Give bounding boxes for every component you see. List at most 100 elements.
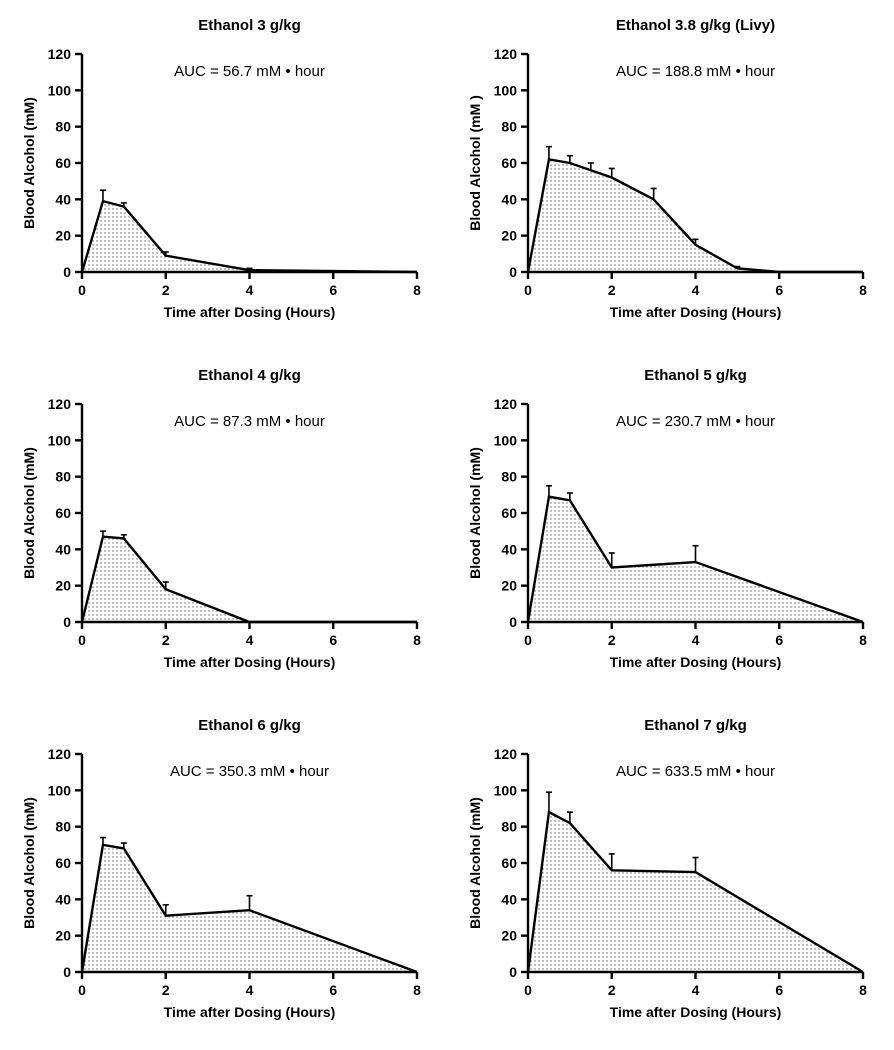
x-tick-label: 2 — [162, 282, 170, 298]
chart-panel: Ethanol 3 g/kgAUC = 56.7 mM • hour020406… — [12, 12, 432, 332]
y-tick-label: 40 — [55, 891, 71, 907]
y-tick-label: 0 — [63, 614, 71, 630]
panel-title: Ethanol 7 g/kg — [644, 717, 747, 734]
x-tick-label: 6 — [329, 632, 337, 648]
x-tick-label: 6 — [775, 632, 783, 648]
x-tick-label: 2 — [608, 982, 616, 998]
panel-title: Ethanol 6 g/kg — [198, 717, 301, 734]
chart-panel: Ethanol 5 g/kgAUC = 230.7 mM • hour02040… — [458, 362, 878, 682]
chart-grid: Ethanol 3 g/kgAUC = 56.7 mM • hour020406… — [12, 12, 882, 1032]
panel-container: Ethanol 7 g/kgAUC = 633.5 mM • hour02040… — [458, 712, 882, 1032]
x-tick-label: 8 — [859, 282, 867, 298]
y-tick-label: 0 — [63, 264, 71, 280]
y-axis-label: Blood Alcohol (mM) — [467, 797, 483, 929]
panel-title: Ethanol 3 g/kg — [198, 17, 301, 34]
panel-container: Ethanol 6 g/kg AUC = 350.3 mM • hour 0 20 40… — [12, 712, 436, 1032]
y-tick-label: 100 — [48, 82, 72, 98]
y-axis-label: Blood Alcohol (mM) — [21, 97, 37, 229]
y-tick-label: 100 — [494, 82, 518, 98]
x-axis-label: Time after Dosing (Hours) — [164, 304, 336, 320]
panel-container: Ethanol 3 g/kgAUC = 56.7 mM • hour020406… — [12, 12, 436, 332]
panel-title: Ethanol 4 g/kg — [198, 367, 301, 384]
y-axis-label: Blood Alcohol (mM ) — [467, 95, 483, 231]
panel-title: Ethanol 5 g/kg — [644, 367, 747, 384]
x-tick-label: 0 — [78, 282, 86, 298]
y-tick-label: 120 — [494, 46, 518, 62]
area-fill — [528, 812, 863, 972]
y-tick-label: 60 — [55, 855, 71, 871]
y-tick-label: 60 — [55, 155, 71, 171]
area-fill — [528, 159, 863, 272]
y-tick-label: 120 — [494, 396, 518, 412]
y-tick-label: 60 — [501, 155, 517, 171]
y-tick-label: 40 — [501, 541, 517, 557]
x-tick-label: 0 — [524, 632, 532, 648]
x-tick-label: 2 — [162, 632, 170, 648]
y-tick-label: 100 — [494, 432, 518, 448]
x-tick-label: 4 — [692, 282, 700, 298]
x-tick-label: 0 — [78, 632, 86, 648]
y-tick-label: 100 — [48, 782, 72, 798]
panel-container: Ethanol 5 g/kgAUC = 230.7 mM • hour02040… — [458, 362, 882, 682]
x-axis-label: Time after Dosing (Hours) — [610, 304, 782, 320]
y-tick-label: 0 — [509, 264, 517, 280]
y-tick-label: 20 — [55, 228, 71, 244]
y-tick-label: 80 — [55, 119, 71, 135]
auc-annotation: AUC = 87.3 mM • hour — [174, 413, 325, 430]
y-tick-label: 80 — [55, 469, 71, 485]
y-tick-label: 40 — [501, 891, 517, 907]
chart-panel: Ethanol 6 g/kg AUC = 350.3 mM • hour 0 20 40… — [12, 712, 432, 1032]
x-tick-label: 8 — [413, 982, 421, 998]
x-tick-label: 4 — [246, 282, 254, 298]
x-tick-label: 2 — [608, 632, 616, 648]
x-tick-label: 6 — [329, 982, 337, 998]
x-axis-label: Time after Dosing (Hours) — [164, 1004, 336, 1020]
y-axis-label: Blood Alcohol (mM) — [21, 447, 37, 579]
auc-annotation: AUC = 633.5 mM • hour — [616, 763, 775, 780]
y-tick-label: 20 — [55, 928, 71, 944]
panel-container: Ethanol 3.8 g/kg (Livy) AUC = 188.8 mM • … — [458, 12, 882, 332]
x-tick-label: 8 — [859, 982, 867, 998]
area-fill — [82, 201, 417, 272]
x-tick-label: 6 — [775, 282, 783, 298]
y-axis-label: Blood Alcohol (mM) — [21, 797, 37, 929]
x-tick-label: 4 — [246, 632, 254, 648]
auc-annotation: AUC = 188.8 mM • hour — [616, 63, 775, 80]
panel-title: Ethanol 3.8 g/kg (Livy) — [616, 17, 775, 34]
x-tick-label: 0 — [78, 982, 86, 998]
y-tick-label: 120 — [494, 746, 518, 762]
y-tick-label: 80 — [501, 819, 517, 835]
y-tick-label: 40 — [501, 191, 517, 207]
x-tick-label: 6 — [775, 982, 783, 998]
x-tick-label: 2 — [608, 282, 616, 298]
y-tick-label: 60 — [55, 505, 71, 521]
y-tick-label: 60 — [501, 505, 517, 521]
y-tick-label: 20 — [501, 578, 517, 594]
y-tick-label: 0 — [509, 964, 517, 980]
chart-panel: Ethanol 7 g/kgAUC = 633.5 mM • hour02040… — [458, 712, 878, 1032]
x-tick-label: 0 — [524, 982, 532, 998]
x-axis-label: Time after Dosing (Hours) — [610, 654, 782, 670]
y-tick-label: 20 — [501, 928, 517, 944]
y-tick-label: 80 — [501, 119, 517, 135]
x-tick-label: 0 — [524, 282, 532, 298]
y-tick-label: 0 — [509, 614, 517, 630]
y-tick-label: 80 — [55, 819, 71, 835]
y-tick-label: 20 — [55, 578, 71, 594]
y-tick-label: 80 — [501, 469, 517, 485]
x-tick-label: 8 — [413, 632, 421, 648]
auc-annotation: AUC = 230.7 mM • hour — [616, 413, 775, 430]
y-axis-label: Blood Alcohol (mM) — [467, 447, 483, 579]
y-tick-label: 40 — [55, 191, 71, 207]
x-tick-label: 4 — [692, 632, 700, 648]
x-tick-label: 4 — [692, 982, 700, 998]
x-tick-label: 8 — [413, 282, 421, 298]
y-tick-label: 120 — [48, 746, 72, 762]
x-tick-label: 6 — [329, 282, 337, 298]
y-tick-label: 60 — [501, 855, 517, 871]
chart-panel: Ethanol 4 g/kgAUC = 87.3 mM • hour020406… — [12, 362, 432, 682]
y-tick-label: 0 — [63, 964, 71, 980]
y-tick-label: 40 — [55, 541, 71, 557]
auc-annotation: AUC = 350.3 mM • hour — [170, 763, 329, 780]
auc-annotation: AUC = 56.7 mM • hour — [174, 63, 325, 80]
